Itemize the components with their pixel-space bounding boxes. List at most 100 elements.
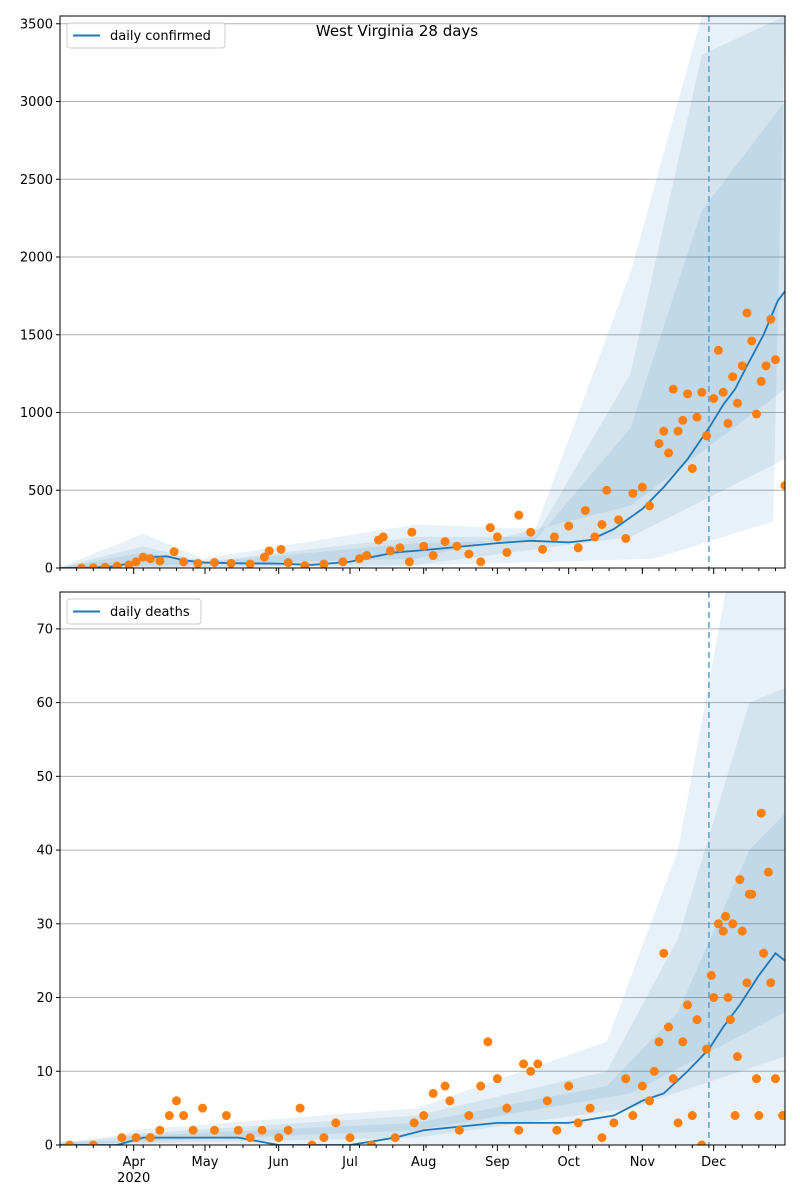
y-tick-label: 60 [36, 696, 53, 711]
data-point [687, 1111, 697, 1121]
data-point [668, 384, 678, 394]
data-point [697, 387, 707, 397]
uncertainty-band-1 [60, 16, 785, 568]
data-point [678, 1037, 688, 1047]
data-point [345, 1133, 355, 1143]
y-tick-label: 40 [36, 844, 53, 859]
data-point [88, 1140, 98, 1145]
data-point [692, 1015, 702, 1025]
data-point [668, 1074, 678, 1084]
data-point [732, 398, 742, 408]
data-point [621, 533, 631, 543]
data-point [419, 541, 429, 551]
data-point [730, 1111, 740, 1121]
data-point [221, 1111, 231, 1121]
data-point [713, 345, 723, 355]
data-point [778, 1111, 785, 1121]
data-point [440, 1081, 450, 1091]
data-point [754, 1111, 764, 1121]
legend-label: daily deaths [110, 605, 190, 620]
data-point [702, 431, 712, 441]
data-point [573, 1118, 583, 1128]
data-point [742, 978, 752, 988]
data-point [464, 549, 474, 559]
x-tick-label: Oct [557, 1155, 579, 1170]
chart-title: West Virginia 28 days [316, 22, 478, 40]
data-point [645, 1096, 655, 1106]
data-point [713, 919, 723, 929]
data-point [659, 948, 669, 958]
data-point [210, 1125, 220, 1135]
y-tick-label: 0 [45, 562, 53, 577]
data-point [692, 412, 702, 422]
data-point [245, 1133, 255, 1143]
data-point [718, 926, 728, 936]
data-point [319, 1133, 329, 1143]
data-point [124, 560, 134, 568]
data-point [131, 1133, 141, 1143]
data-point [355, 554, 365, 564]
data-point [295, 1103, 305, 1113]
data-point [514, 1125, 524, 1135]
x-tick-year-label: 2020 [117, 1171, 150, 1186]
data-point [747, 889, 757, 899]
legend-box [66, 598, 202, 625]
data-point [276, 544, 286, 554]
data-point [526, 527, 536, 537]
data-point [549, 532, 559, 542]
data-point [751, 1074, 761, 1084]
data-point [65, 1140, 75, 1145]
data-point [283, 1125, 293, 1135]
data-point [683, 1000, 693, 1010]
y-tick-label: 0 [45, 1139, 53, 1154]
data-point [725, 1015, 735, 1025]
data-point [735, 875, 745, 885]
data-point [721, 911, 731, 921]
data-point [542, 1096, 552, 1106]
data-point [706, 970, 716, 980]
y-tick-label: 3000 [20, 95, 53, 110]
legend: daily confirmed [66, 22, 226, 49]
y-tick-label: 1500 [20, 328, 53, 343]
data-point [621, 1074, 631, 1084]
data-point [452, 541, 462, 551]
y-tick-label: 50 [36, 770, 53, 785]
data-point [179, 557, 189, 567]
data-point [552, 1125, 562, 1135]
data-point [300, 561, 310, 568]
data-point [723, 993, 733, 1003]
data-point [233, 1125, 243, 1135]
data-point [747, 336, 757, 346]
data-point [585, 1103, 595, 1113]
data-point [428, 551, 438, 561]
data-point [428, 1088, 438, 1098]
data-point [476, 557, 486, 567]
data-point [245, 559, 255, 568]
x-tick-label: Jul [341, 1155, 358, 1170]
data-point [502, 1103, 512, 1113]
data-point [683, 389, 693, 399]
y-tick-label: 30 [36, 917, 53, 932]
data-point [454, 1125, 464, 1135]
data-point [395, 543, 405, 553]
data-point [319, 559, 329, 568]
data-point [756, 808, 766, 818]
data-point [609, 1118, 619, 1128]
data-point [257, 1125, 267, 1135]
data-point [88, 563, 98, 568]
data-point [526, 1066, 536, 1076]
data-point [590, 532, 600, 542]
data-point [780, 481, 785, 491]
data-point [728, 372, 738, 382]
data-point [483, 1037, 493, 1047]
data-point [492, 532, 502, 542]
data-point [407, 527, 417, 537]
data-point [580, 505, 590, 515]
x-tick-label: Apr [122, 1155, 145, 1170]
data-point [597, 1133, 607, 1143]
data-point [728, 919, 738, 929]
data-point [709, 993, 719, 1003]
legend-box [66, 22, 226, 49]
